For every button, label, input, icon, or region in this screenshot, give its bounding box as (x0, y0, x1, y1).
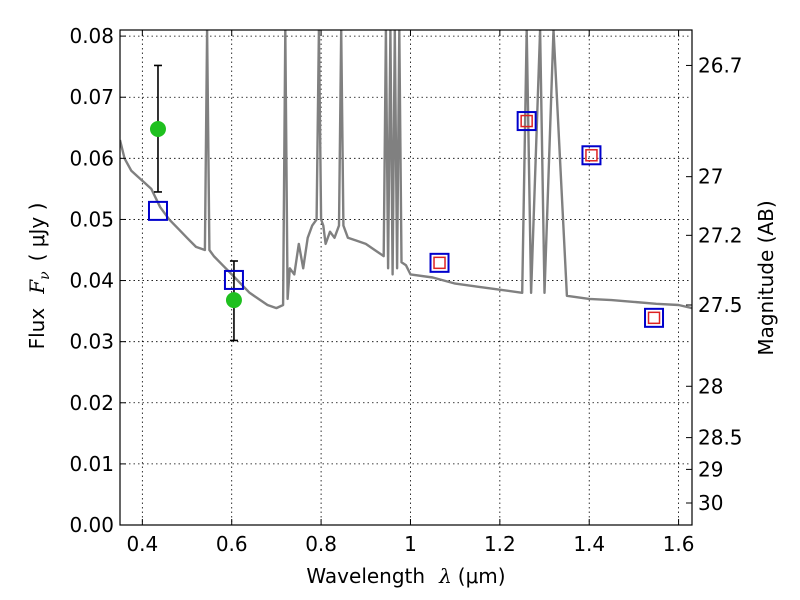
x-tick-label: 1.2 (484, 532, 516, 556)
mag-tick-label: 27.5 (698, 293, 743, 317)
mag-tick-label: 26.7 (698, 53, 743, 77)
mag-tick-label: 28 (698, 374, 723, 398)
y-tick-label: 0.01 (69, 452, 114, 476)
y-tick-label: 0.03 (69, 330, 114, 354)
x-axis-label: Wavelength λ (μm) (306, 564, 505, 588)
plot-area (120, 30, 692, 342)
model-point-blue (644, 307, 665, 328)
y-tick-label: 0.04 (69, 269, 114, 293)
y-tick-label: 0.02 (69, 391, 114, 415)
model-point-blue (429, 252, 450, 273)
model-point-blue (147, 200, 168, 221)
mag-tick-label: 28.5 (698, 426, 743, 450)
y-tick-label: 0.05 (69, 207, 114, 231)
y-tick-label: 0.06 (69, 146, 114, 170)
x-tick-label: 0.6 (216, 532, 248, 556)
model-point-blue (581, 145, 602, 166)
model-point-red (585, 149, 598, 162)
model-point-red (520, 114, 533, 128)
mag-tick-label: 30 (698, 491, 723, 515)
sed-model-line (120, 30, 692, 310)
mag-tick-label: 27 (698, 165, 723, 189)
x-tick-label: 1.6 (663, 532, 695, 556)
model-point-red (433, 256, 446, 270)
x-tick-label: 1.4 (573, 532, 605, 556)
observed-point (149, 121, 166, 137)
model-point-red (647, 311, 661, 325)
mag-tick-label: 27.2 (698, 223, 743, 247)
y-axis-label: FluxFν( μJy ) (25, 203, 53, 350)
model-point-blue (516, 111, 537, 132)
model-point-blue (223, 269, 244, 290)
mag-tick-label: 29 (698, 457, 723, 481)
x-tick-label: 1 (404, 532, 417, 556)
y-tick-label: 0.08 (69, 24, 114, 48)
axis-ticks: 0.4 0.6 0.8 1 1.2 1.4 1.6 0.00 0.01 0.02 0.03 0.04 0… (69, 24, 742, 556)
y-tick-label: 0.00 (69, 513, 114, 537)
plot-frame (119, 29, 693, 526)
grid (120, 30, 692, 526)
y-tick-label: 0.07 (69, 85, 114, 109)
x-tick-label: 0.8 (305, 532, 337, 556)
y2-axis-label: Magnitude (AB) (754, 200, 778, 355)
observed-point (225, 292, 242, 309)
x-tick-label: 0.4 (126, 532, 158, 556)
